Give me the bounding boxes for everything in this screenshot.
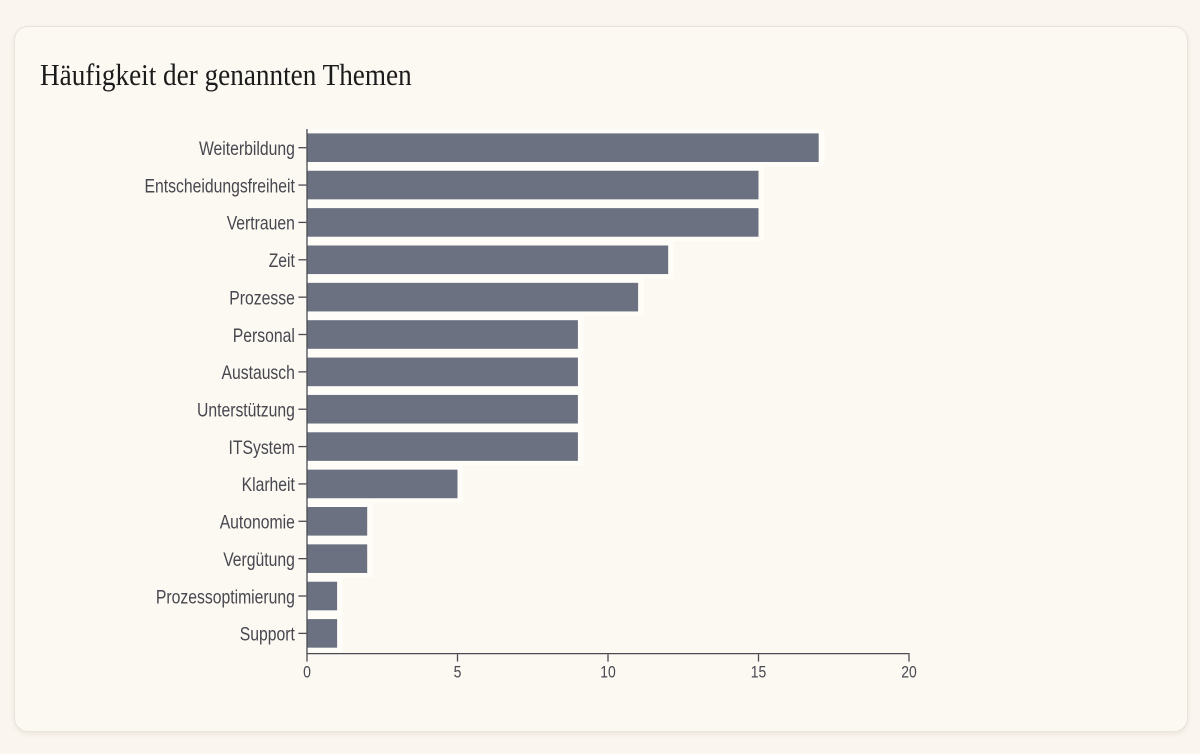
svg-text:Entscheidungsfreiheit: Entscheidungsfreiheit bbox=[145, 176, 296, 197]
svg-text:ITSystem: ITSystem bbox=[229, 438, 295, 459]
svg-text:Weiterbildung: Weiterbildung bbox=[199, 139, 295, 160]
svg-text:5: 5 bbox=[454, 662, 462, 681]
svg-text:Personal: Personal bbox=[233, 326, 295, 347]
svg-text:20: 20 bbox=[901, 662, 917, 681]
svg-text:Austausch: Austausch bbox=[222, 363, 295, 384]
svg-text:Vergütung: Vergütung bbox=[223, 550, 295, 571]
svg-text:Prozesse: Prozesse bbox=[229, 288, 295, 309]
svg-text:Vertrauen: Vertrauen bbox=[227, 214, 295, 235]
svg-text:Zeit: Zeit bbox=[269, 251, 296, 272]
svg-text:0: 0 bbox=[303, 662, 311, 681]
svg-text:Support: Support bbox=[240, 625, 296, 646]
svg-text:Klarheit: Klarheit bbox=[242, 475, 296, 496]
svg-text:Prozessoptimierung: Prozessoptimierung bbox=[156, 587, 295, 608]
svg-text:15: 15 bbox=[751, 662, 767, 681]
svg-text:10: 10 bbox=[600, 662, 616, 681]
svg-text:Unterstützung: Unterstützung bbox=[197, 401, 295, 422]
svg-text:Autonomie: Autonomie bbox=[220, 513, 295, 534]
